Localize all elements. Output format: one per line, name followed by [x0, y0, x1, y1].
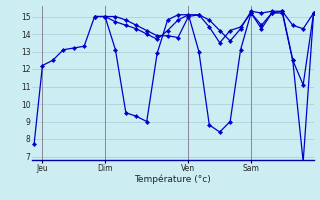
X-axis label: Température (°c): Température (°c) [134, 175, 211, 184]
